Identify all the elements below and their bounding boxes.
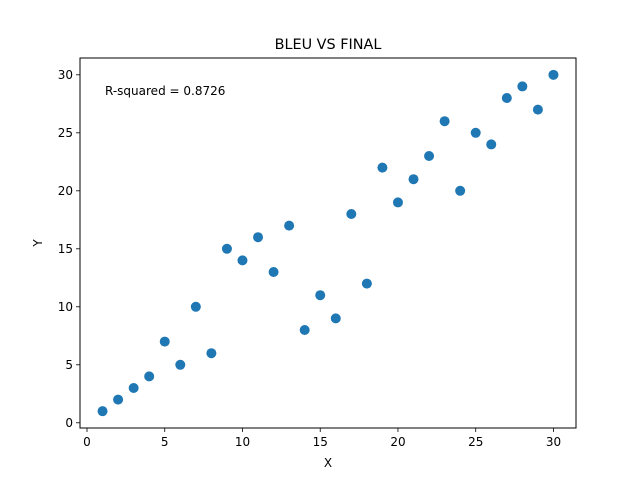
scatter-point: [284, 220, 295, 231]
x-axis-label: X: [324, 456, 332, 470]
y-axis-label: Y: [31, 239, 45, 248]
x-tick-label: 10: [235, 435, 250, 449]
scatter-point: [175, 359, 186, 370]
x-tick-label: 20: [390, 435, 405, 449]
x-tick-label: 0: [83, 435, 91, 449]
y-tick-label: 20: [58, 184, 73, 198]
scatter-point: [455, 185, 466, 196]
x-tick-label: 5: [161, 435, 169, 449]
scatter-point: [548, 69, 559, 80]
scatter-point: [315, 290, 326, 301]
x-tick-label: 25: [468, 435, 483, 449]
scatter-point: [330, 313, 341, 324]
x-axis-ticks: 0 5 10 15 20 25 30: [83, 428, 561, 449]
scatter-point: [486, 139, 497, 150]
scatter-point: [532, 104, 543, 115]
x-tick-label: 30: [546, 435, 561, 449]
scatter-point: [159, 336, 170, 347]
y-tick-label: 25: [58, 126, 73, 140]
scatter-point: [299, 324, 310, 335]
scatter-point: [439, 116, 450, 127]
scatter-point: [113, 394, 124, 405]
scatter-point: [253, 232, 264, 243]
scatter-point: [392, 197, 403, 208]
plot-area-frame: [79, 57, 577, 429]
scatter-point: [424, 151, 435, 162]
y-tick-label: 30: [58, 68, 73, 82]
scatter-point: [144, 371, 155, 382]
scatter-point: [128, 382, 139, 393]
scatter-point: [408, 174, 419, 185]
y-tick-label: 5: [65, 358, 73, 372]
scatter-point: [517, 81, 528, 92]
scatter-point: [237, 255, 248, 266]
scatter-point: [221, 243, 232, 254]
y-tick-label: 0: [65, 416, 73, 430]
y-tick-label: 15: [58, 242, 73, 256]
scatter-point: [97, 406, 108, 417]
data-points: [97, 69, 559, 417]
y-tick-label: 10: [58, 300, 73, 314]
chart-title: BLEU VS FINAL: [275, 37, 382, 53]
scatter-point: [470, 127, 481, 138]
scatter-point: [206, 348, 217, 359]
scatter-point: [361, 278, 372, 289]
x-tick-label: 15: [313, 435, 328, 449]
r-squared-annotation: R-squared = 0.8726: [105, 84, 225, 98]
scatter-point: [268, 266, 279, 277]
scatter-point: [501, 93, 512, 104]
scatter-point: [377, 162, 388, 173]
y-axis-ticks: 0 5 10 15 20 25 30: [58, 68, 80, 430]
scatter-point: [346, 209, 357, 220]
scatter-point: [190, 301, 201, 312]
